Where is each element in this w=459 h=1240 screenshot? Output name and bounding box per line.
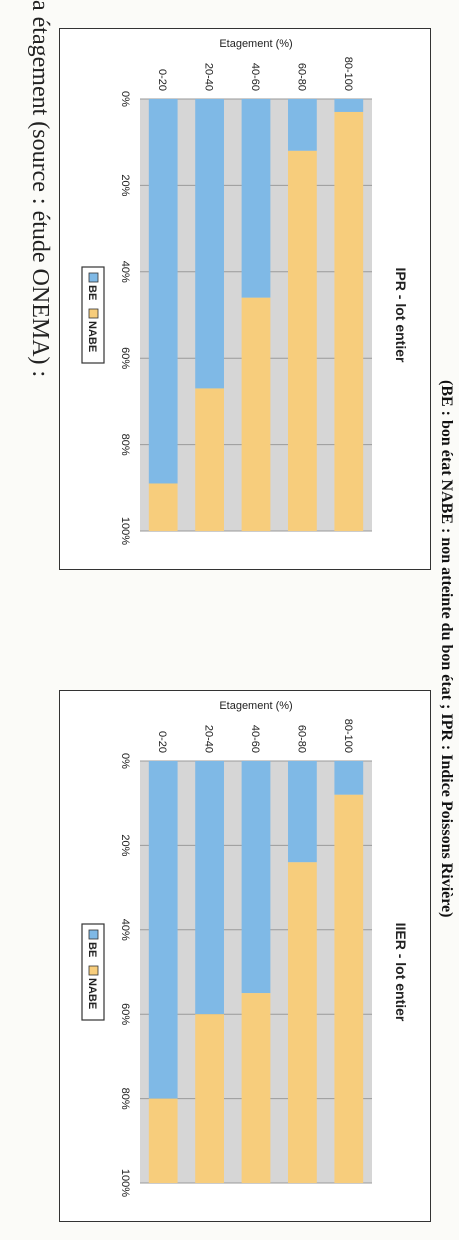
ipr-y-axis-label: Etagement (%) [219, 38, 292, 50]
iier-y-axis-label: Etagement (%) [219, 700, 292, 712]
ipr-x-tick-label: 100% [119, 517, 131, 545]
ipr-bar-nabe-40-60 [241, 297, 271, 531]
ipr-x-tick-label: 0% [119, 91, 131, 107]
ipr-bar-be-20-40 [195, 99, 224, 389]
iier-bar-nabe-60-80 [288, 862, 317, 1183]
ipr-bar-nabe-60-80 [288, 150, 317, 531]
ipr-x-tick-label: 40% [119, 261, 131, 283]
iier-bar-nabe-0-20 [148, 1098, 178, 1184]
iier-bar-be-20-40 [195, 761, 224, 1015]
ipr-legend-swatch-nabe [88, 308, 99, 319]
ipr-x-tick-label: 60% [119, 347, 131, 369]
header-caption: a étagement (source : étude ONEMA) : [27, 0, 53, 378]
ipr-category-label: 20-40 [203, 63, 215, 91]
iier-bar-nabe-40-60 [241, 993, 271, 1183]
ipr-legend-label-nabe: NABE [86, 321, 98, 352]
chart-panel-ipr: IPR - lot entier 0% 20% 40% 60% 80% 100% 80-100… [59, 28, 431, 570]
iier-x-tick-label: 20% [119, 834, 131, 856]
ipr-legend-swatch-be [88, 272, 99, 283]
ipr-category-label: 60-80 [295, 63, 307, 91]
iier-chart-title: IIER - lot entier [393, 923, 409, 1022]
iier-bar-be-80-100 [334, 761, 364, 795]
iier-chart: IIER - lot entier 0% 20% 40% 60% 80% 100% 80-10… [81, 700, 409, 1197]
ipr-x-tick-label: 20% [119, 174, 131, 196]
iier-legend-swatch-be [88, 929, 99, 940]
iier-bar-be-40-60 [241, 761, 271, 994]
iier-x-tick-label: 80% [119, 1088, 131, 1110]
iier-category-label: 80-100 [342, 719, 354, 753]
iier-bar-be-0-20 [148, 761, 178, 1099]
ipr-category-label: 40-60 [249, 63, 261, 91]
ipr-bar-be-80-100 [334, 99, 364, 112]
ipr-category-label: 80-100 [342, 57, 354, 91]
ipr-bar-nabe-20-40 [195, 388, 224, 531]
iier-x-tick-label: 100% [119, 1169, 131, 1197]
iier-legend-label-be: BE [86, 942, 98, 957]
iier-category-label: 0-20 [156, 731, 168, 753]
ipr-bar-be-60-80 [288, 99, 317, 151]
ipr-bar-be-40-60 [241, 99, 271, 298]
iier-bar-be-60-80 [288, 761, 317, 863]
ipr-bar-be-0-20 [148, 99, 178, 484]
iier-bar-nabe-80-100 [334, 794, 364, 1183]
chart-panel-iier: IIER - lot entier 0% 20% 40% 60% 80% 100% 80-10… [59, 690, 431, 1222]
iier-x-tick-label: 0% [119, 753, 131, 769]
iier-legend-label-nabe: NABE [86, 978, 98, 1009]
ipr-chart-title: IPR - lot entier [393, 268, 409, 363]
ipr-x-tick-label: 80% [119, 434, 131, 456]
ipr-chart: IPR - lot entier 0% 20% 40% 60% 80% 100% 80-100… [81, 38, 409, 545]
ipr-legend-label-be: BE [86, 285, 98, 300]
iier-category-label: 20-40 [203, 725, 215, 753]
iier-bar-nabe-20-40 [195, 1014, 224, 1184]
ipr-bar-nabe-80-100 [334, 111, 364, 532]
ipr-category-label: 0-20 [156, 69, 168, 91]
iier-x-tick-label: 60% [119, 1003, 131, 1025]
iier-category-label: 60-80 [295, 725, 307, 753]
iier-legend-swatch-nabe [88, 965, 99, 976]
iier-category-label: 40-60 [249, 725, 261, 753]
iier-x-tick-label: 40% [119, 919, 131, 941]
footer-caption: (BE : bon état NABE : non atteinte du bo… [438, 380, 455, 918]
ipr-bar-nabe-0-20 [148, 483, 178, 532]
